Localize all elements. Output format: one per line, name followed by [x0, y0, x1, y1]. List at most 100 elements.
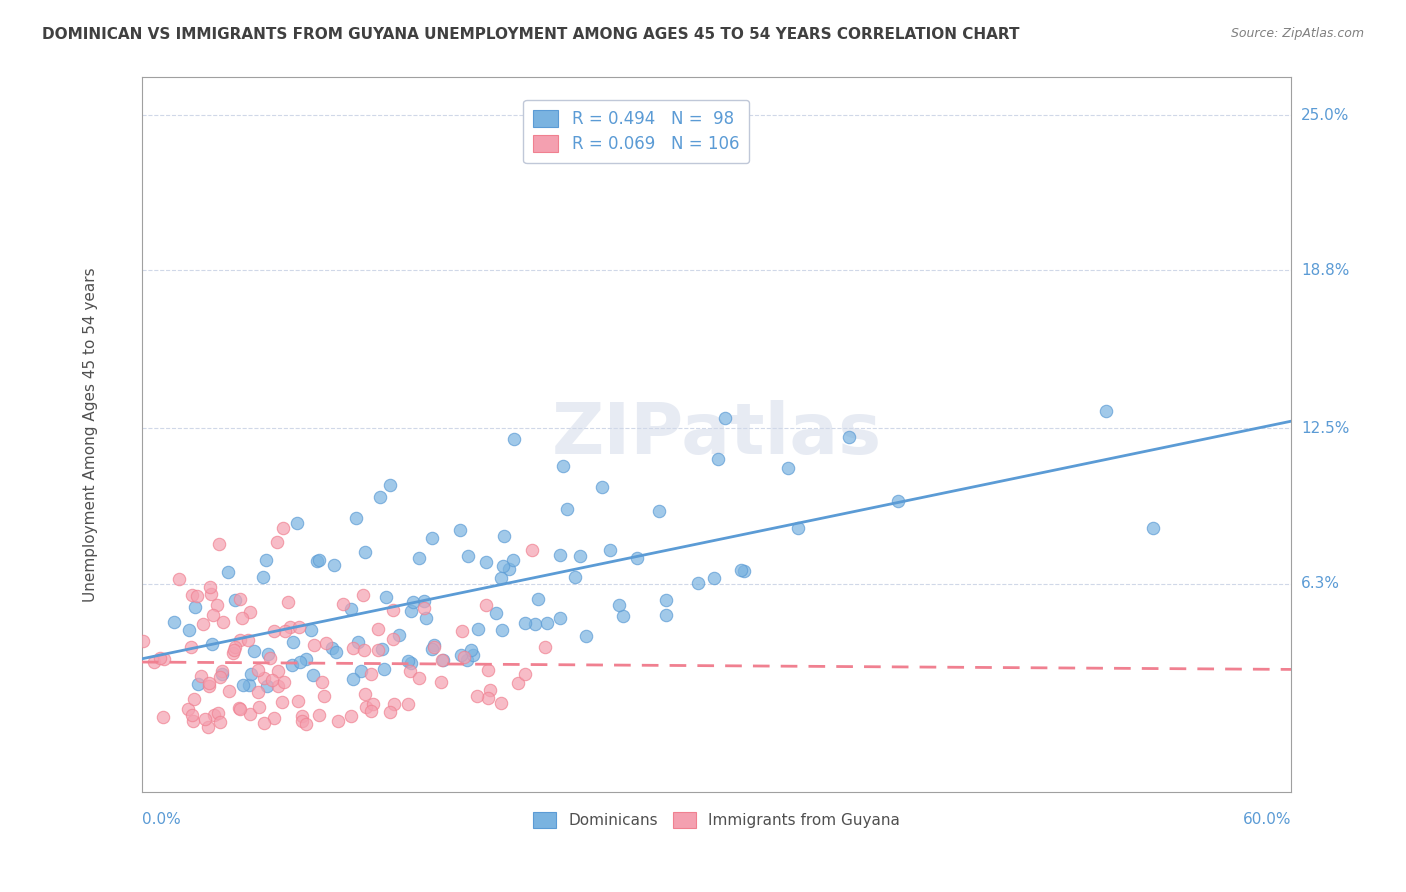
Point	[229, 592, 252, 607]
Point	[342, 640, 364, 655]
Point	[302, 638, 325, 652]
Point	[354, 700, 377, 714]
Point	[703, 571, 725, 585]
Point	[413, 594, 436, 608]
Point	[202, 707, 225, 722]
Point	[325, 645, 347, 659]
Point	[489, 696, 512, 710]
Point	[787, 520, 810, 534]
Point	[236, 633, 259, 648]
Point	[347, 634, 370, 648]
Point	[450, 648, 472, 663]
Point	[654, 607, 676, 622]
Point	[326, 714, 349, 729]
Point	[186, 590, 208, 604]
Point	[371, 642, 394, 657]
Point	[288, 655, 311, 669]
Point	[432, 653, 454, 667]
Point	[211, 667, 233, 681]
Point	[548, 548, 571, 562]
Text: 0.0%: 0.0%	[142, 812, 180, 827]
Point	[181, 588, 204, 602]
Point	[247, 685, 270, 699]
Point	[218, 684, 240, 698]
Text: 6.3%: 6.3%	[1301, 576, 1340, 591]
Point	[648, 504, 671, 518]
Point	[273, 675, 295, 690]
Point	[714, 410, 737, 425]
Point	[202, 608, 225, 623]
Point	[451, 624, 474, 638]
Point	[575, 629, 598, 643]
Point	[288, 620, 311, 634]
Point	[211, 615, 233, 629]
Point	[314, 689, 336, 703]
Point	[408, 671, 430, 685]
Point	[253, 716, 276, 731]
Point	[187, 677, 209, 691]
Point	[352, 588, 374, 602]
Point	[132, 634, 155, 648]
Point	[457, 549, 479, 563]
Point	[373, 662, 395, 676]
Point	[283, 635, 305, 649]
Point	[162, 615, 184, 629]
Point	[420, 531, 443, 545]
Point	[453, 650, 475, 665]
Point	[1095, 404, 1118, 418]
Point	[242, 644, 264, 658]
Point	[181, 714, 204, 728]
Point	[361, 697, 384, 711]
Point	[479, 682, 502, 697]
Point	[197, 720, 219, 734]
Point	[513, 616, 536, 631]
Text: 60.0%: 60.0%	[1243, 812, 1291, 827]
Point	[239, 667, 262, 681]
Text: Source: ZipAtlas.com: Source: ZipAtlas.com	[1230, 27, 1364, 40]
Point	[399, 656, 422, 670]
Text: ZIPatlas: ZIPatlas	[551, 401, 882, 469]
Text: 25.0%: 25.0%	[1301, 108, 1350, 122]
Point	[491, 624, 513, 638]
Point	[259, 651, 281, 665]
Point	[295, 716, 318, 731]
Point	[228, 702, 250, 716]
Point	[612, 609, 634, 624]
Point	[247, 663, 270, 677]
Point	[266, 664, 288, 678]
Point	[266, 535, 288, 549]
Point	[423, 640, 446, 655]
Point	[354, 544, 377, 558]
Point	[382, 698, 405, 712]
Point	[477, 691, 499, 706]
Point	[231, 611, 253, 625]
Point	[253, 671, 276, 685]
Point	[193, 617, 215, 632]
Point	[305, 553, 328, 567]
Point	[247, 700, 270, 714]
Point	[143, 655, 166, 669]
Point	[323, 558, 346, 572]
Point	[295, 651, 318, 665]
Point	[353, 642, 375, 657]
Point	[449, 523, 471, 537]
Point	[485, 606, 508, 620]
Point	[280, 658, 302, 673]
Point	[252, 569, 274, 583]
Point	[149, 650, 172, 665]
Point	[198, 675, 221, 690]
Point	[430, 653, 453, 667]
Point	[492, 529, 515, 543]
Point	[260, 673, 283, 687]
Point	[655, 592, 678, 607]
Point	[181, 708, 204, 723]
Point	[360, 704, 382, 718]
Point	[402, 594, 425, 608]
Point	[198, 580, 221, 594]
Point	[183, 692, 205, 706]
Point	[382, 632, 405, 647]
Point	[229, 632, 252, 647]
Point	[569, 549, 592, 563]
Point	[399, 604, 422, 618]
Point	[555, 502, 578, 516]
